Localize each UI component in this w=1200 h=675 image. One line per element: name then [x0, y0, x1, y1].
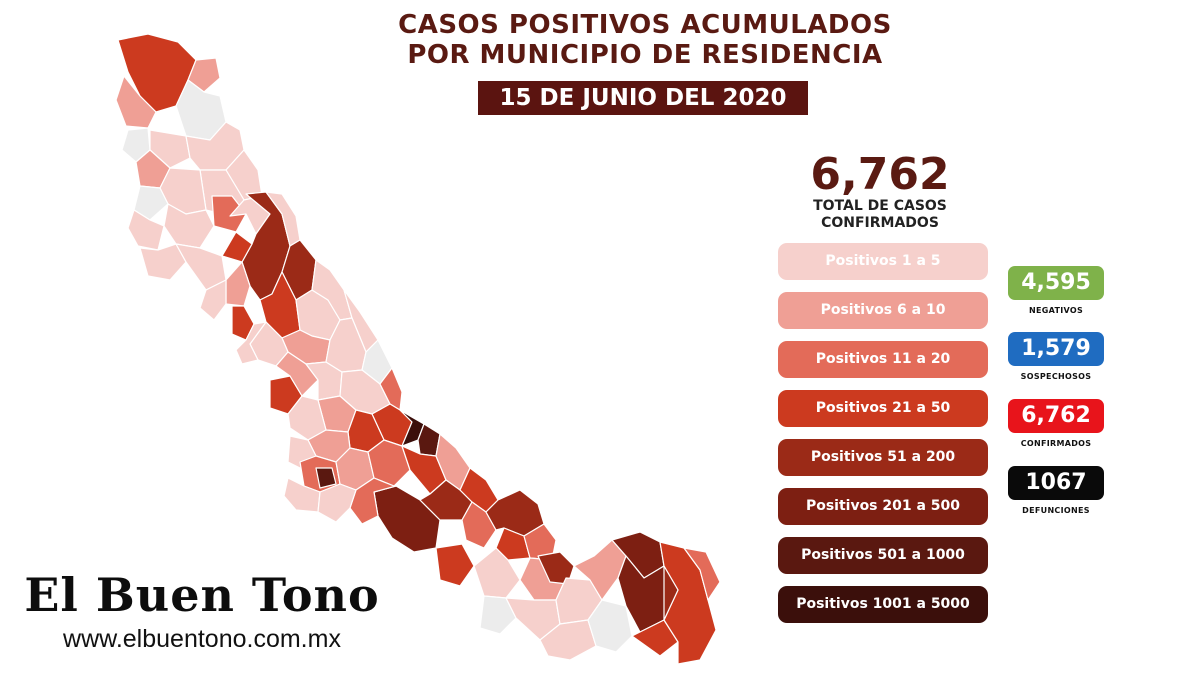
- municipality-region: [479, 595, 517, 635]
- municipality-region: [163, 203, 215, 249]
- municipality-region: [315, 467, 337, 489]
- date-banner: 15 DE JUNIO DEL 2020: [478, 81, 808, 115]
- map-title: CASOS POSITIVOS ACUMULADOS POR MUNICIPIO…: [380, 10, 910, 70]
- municipality-region: [663, 565, 679, 621]
- title-line-1: CASOS POSITIVOS ACUMULADOS: [398, 10, 892, 40]
- stat-defunciones-label: DEFUNCIONES: [1022, 506, 1090, 515]
- legend-item-201-500: Positivos 201 a 500: [778, 488, 988, 525]
- stat-defunciones: 1067 DEFUNCIONES: [1008, 466, 1104, 515]
- stat-sospechosos-label: SOSPECHOSOS: [1020, 372, 1092, 381]
- stat-confirmados-label: CONFIRMADOS: [1020, 439, 1092, 448]
- stat-sospechosos-value: 1,579: [1008, 332, 1104, 366]
- municipality-region: [435, 543, 475, 587]
- municipality-region: [235, 321, 267, 365]
- stat-defunciones-value: 1067: [1008, 466, 1104, 500]
- stat-negativos-label: NEGATIVOS: [1028, 306, 1084, 315]
- municipality-region: [495, 527, 531, 561]
- stat-negativos: 4,595 NEGATIVOS: [1008, 266, 1104, 315]
- municipality-region: [683, 547, 721, 601]
- municipality-region: [133, 185, 169, 221]
- legend-item-1001-5000: Positivos 1001 a 5000: [778, 586, 988, 623]
- stat-confirmados: 6,762 CONFIRMADOS: [1008, 399, 1104, 448]
- brand-logo-text: El Buen Tono: [24, 568, 380, 622]
- total-label-line-2: CONFIRMADOS: [821, 215, 939, 231]
- municipality-region: [199, 279, 227, 321]
- total-label-line-1: TOTAL DE CASOS: [813, 198, 947, 214]
- brand-watermark: El Buen Tono www.elbuentono.com.mx: [22, 568, 382, 654]
- total-cases-value: 6,762: [810, 149, 950, 200]
- legend-item-21-50: Positivos 21 a 50: [778, 390, 988, 427]
- title-line-2: POR MUNICIPIO DE RESIDENCIA: [407, 40, 883, 70]
- municipality-region: [187, 57, 221, 93]
- legend-item-1-5: Positivos 1 a 5: [778, 243, 988, 280]
- map-legend: Positivos 1 a 5 Positivos 6 a 10 Positiv…: [778, 243, 988, 635]
- legend-item-51-200: Positivos 51 a 200: [778, 439, 988, 476]
- municipality-region: [631, 619, 679, 657]
- municipality-region: [523, 523, 557, 561]
- municipality-region: [349, 477, 397, 525]
- stat-sospechosos: 1,579 SOSPECHOSOS: [1008, 332, 1104, 381]
- brand-url: www.elbuentono.com.mx: [63, 625, 341, 653]
- stat-negativos-value: 4,595: [1008, 266, 1104, 300]
- veracruz-municipality-map: [115, 33, 721, 665]
- municipality-region: [317, 483, 357, 523]
- legend-item-11-20: Positivos 11 a 20: [778, 341, 988, 378]
- total-cases-label: TOTAL DE CASOS CONFIRMADOS: [780, 198, 980, 232]
- legend-item-501-1000: Positivos 501 a 1000: [778, 537, 988, 574]
- municipality-region: [211, 195, 247, 233]
- municipality-region: [537, 551, 575, 585]
- legend-item-6-10: Positivos 6 a 10: [778, 292, 988, 329]
- stat-confirmados-value: 6,762: [1008, 399, 1104, 433]
- municipality-region: [379, 367, 403, 411]
